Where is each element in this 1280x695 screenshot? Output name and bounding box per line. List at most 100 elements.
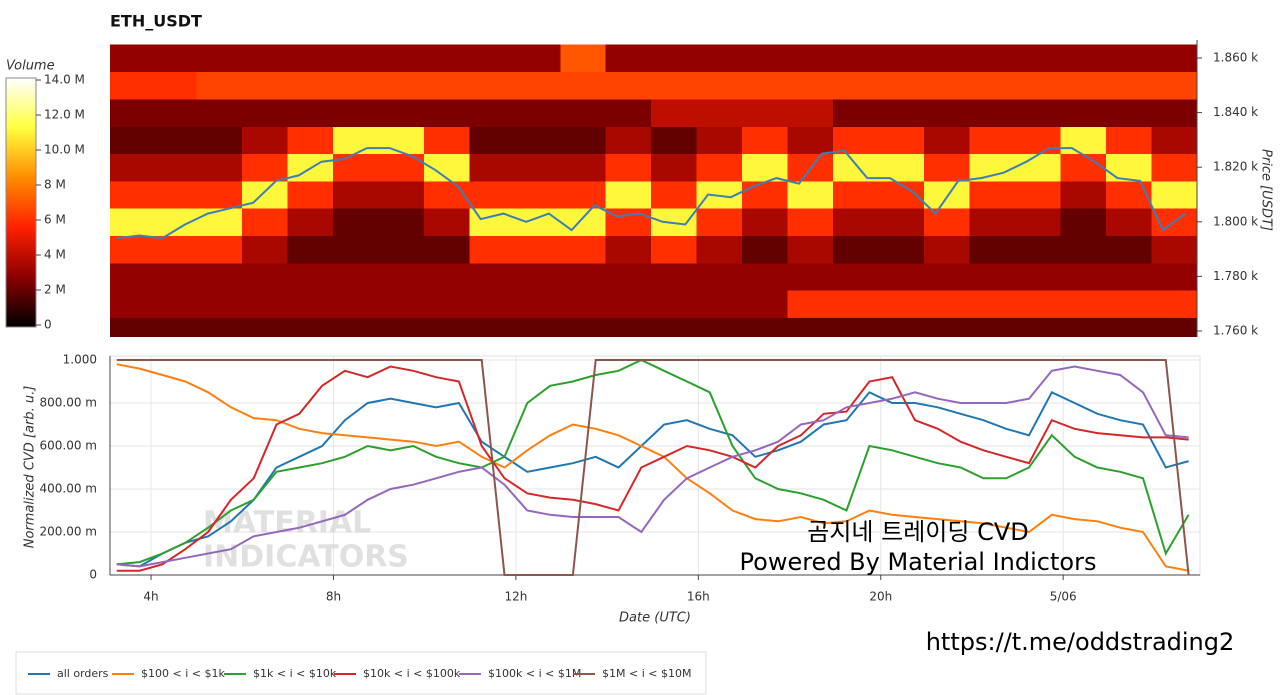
heatmap-cell bbox=[423, 71, 470, 100]
legend-label: $10k < i < $100k bbox=[363, 667, 461, 680]
y-tick-label: 1.760 k bbox=[1213, 323, 1258, 337]
series-line bbox=[116, 365, 1189, 572]
heatmap-cell bbox=[241, 208, 288, 236]
heatmap-cell bbox=[332, 44, 379, 73]
heatmap-cell bbox=[287, 71, 334, 100]
heatmap-cell bbox=[110, 126, 152, 155]
heatmap-cell bbox=[514, 290, 561, 318]
x-axis-label: Date (UTC) bbox=[619, 611, 691, 626]
heatmap-cell bbox=[969, 126, 1016, 155]
colorbar-tick-label: 4 M bbox=[44, 248, 66, 262]
annotation: Powered By Material Indictors bbox=[740, 548, 1097, 576]
heatmap-cell bbox=[469, 235, 516, 264]
heatmap-cell bbox=[287, 317, 334, 337]
colorbar-tick-label: 6 M bbox=[44, 213, 66, 227]
heatmap-cell bbox=[110, 71, 152, 100]
heatmap-cell bbox=[287, 98, 334, 127]
heatmap-cell bbox=[878, 44, 925, 73]
heatmap-cell bbox=[514, 208, 561, 236]
heatmap-cell bbox=[1060, 126, 1107, 155]
heatmap-cell bbox=[742, 98, 789, 127]
heatmap-cell bbox=[605, 235, 652, 264]
heatmap-cell bbox=[378, 317, 425, 337]
heatmap-cell bbox=[1060, 98, 1107, 127]
heatmap-cell bbox=[196, 44, 243, 73]
heatmap-cell bbox=[605, 153, 652, 182]
heatmap-cell bbox=[378, 98, 425, 127]
heatmap-cell bbox=[1106, 317, 1153, 337]
heatmap-cell bbox=[196, 208, 243, 236]
heatmap-cell bbox=[742, 126, 789, 155]
heatmap-cell bbox=[651, 317, 698, 337]
heatmap-cell bbox=[469, 290, 516, 318]
heatmap-cell bbox=[514, 180, 561, 209]
heatmap-cell bbox=[514, 71, 561, 100]
colorbar-tick-label: 14.0 M bbox=[44, 73, 85, 87]
heatmap-cell bbox=[1151, 290, 1197, 318]
series-line bbox=[116, 363, 1189, 572]
series-line bbox=[116, 358, 1190, 566]
colorbar-tick-label: 0 bbox=[44, 318, 52, 332]
heatmap-cell bbox=[196, 317, 243, 337]
y-tick-label: 1.820 k bbox=[1213, 160, 1258, 174]
heatmap-cell bbox=[560, 126, 607, 155]
plot-area bbox=[109, 355, 1201, 576]
heatmap-cell bbox=[378, 208, 425, 236]
heatmap-cell bbox=[787, 44, 834, 73]
colorbar-tick-label: 10.0 M bbox=[44, 143, 85, 157]
heatmap-cell bbox=[605, 44, 652, 73]
heatmap-cell bbox=[742, 153, 789, 182]
heatmap-cell bbox=[469, 98, 516, 127]
heatmap-cell bbox=[605, 208, 652, 236]
heatmap-cell bbox=[150, 180, 197, 209]
heatmap-cell bbox=[241, 317, 288, 337]
heatmap-cell bbox=[787, 180, 834, 209]
heatmap-cell bbox=[833, 126, 880, 155]
heatmap-cell bbox=[332, 235, 379, 264]
heatmap-cell bbox=[514, 153, 561, 182]
chart-title: ETH_USDT bbox=[110, 12, 202, 31]
heatmap-cell bbox=[924, 71, 971, 100]
heatmap-cell bbox=[696, 290, 743, 318]
heatmap-cell bbox=[150, 126, 197, 155]
heatmap-cell bbox=[241, 126, 288, 155]
heatmap-cell bbox=[969, 290, 1016, 318]
heatmap-cell bbox=[1106, 262, 1153, 291]
heatmap-cell bbox=[833, 208, 880, 236]
colorbar-label: Volume bbox=[6, 59, 55, 74]
heatmap-cell bbox=[378, 153, 425, 182]
heatmap-cell bbox=[924, 290, 971, 318]
y-tick-label: 1.840 k bbox=[1213, 105, 1258, 119]
heatmap-cell bbox=[1015, 44, 1062, 73]
colorbar-tick-label: 8 M bbox=[44, 178, 66, 192]
series-line bbox=[116, 359, 1190, 576]
heatmap-cell bbox=[514, 98, 561, 127]
heatmap-cell bbox=[924, 180, 971, 209]
heatmap-cell bbox=[696, 153, 743, 182]
heatmap-cell bbox=[560, 290, 607, 318]
heatmap-cell bbox=[787, 208, 834, 236]
heatmap-cell bbox=[651, 290, 698, 318]
heatmap-cell bbox=[1060, 235, 1107, 264]
heatmap-cell bbox=[651, 98, 698, 127]
heatmap-cell bbox=[1015, 126, 1062, 155]
heatmap-cell bbox=[1151, 262, 1197, 291]
heatmap-cell bbox=[287, 290, 334, 318]
heatmap-cell bbox=[878, 153, 925, 182]
heatmap-cell bbox=[696, 262, 743, 291]
heatmap-cell bbox=[1060, 44, 1107, 73]
heatmap-cell bbox=[560, 180, 607, 209]
heatmap-cell bbox=[787, 98, 834, 127]
heatmap-cell bbox=[1151, 235, 1197, 264]
heatmap-cell bbox=[196, 126, 243, 155]
x-tick-label: 4h bbox=[143, 590, 158, 604]
link-text: https://t.me/oddstrading2 bbox=[926, 628, 1235, 656]
heatmap-cell bbox=[878, 71, 925, 100]
heatmap-cell bbox=[1106, 153, 1153, 182]
y-tick-label: 600.00 m bbox=[40, 439, 98, 453]
heatmap-cell bbox=[241, 290, 288, 318]
x-tick-label: 16h bbox=[687, 590, 710, 604]
heatmap-cell bbox=[878, 235, 925, 264]
heatmap-cell bbox=[150, 317, 197, 337]
heatmap-cell bbox=[696, 44, 743, 73]
